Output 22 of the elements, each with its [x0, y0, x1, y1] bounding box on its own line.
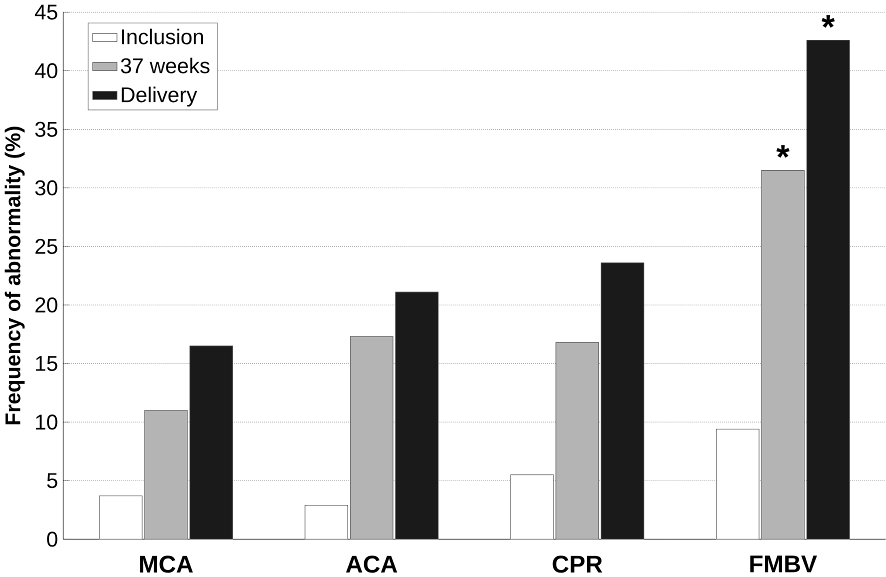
bar: [99, 495, 142, 540]
y-tick-label: 25: [35, 238, 58, 254]
x-tick-label: CPR: [552, 555, 602, 573]
y-tick-label: 5: [47, 472, 58, 488]
y-tick-label: 15: [36, 356, 58, 371]
y-tick-label: 10: [36, 414, 58, 430]
x-tick-label: MCA: [140, 555, 193, 573]
x-tick-label: FMBV: [750, 555, 818, 572]
legend-label: Inclusion: [122, 28, 203, 44]
legend-label: 37 weeks: [120, 57, 210, 74]
x-tick-label: ACA: [346, 555, 398, 573]
y-tick-label: 40: [34, 62, 58, 78]
annotation: *: [776, 144, 790, 158]
legend-label: Delivery: [122, 86, 198, 106]
y-tick-label: 45: [34, 4, 58, 20]
y-tick-label: 20: [35, 297, 58, 312]
y-tick-label: 0: [47, 531, 58, 547]
y-axis-title: Frequency of abnormality (%): [4, 126, 25, 424]
annotation: *: [822, 14, 835, 28]
y-tick-label: 30: [35, 180, 58, 196]
y-tick-label: 35: [35, 122, 58, 137]
bar: [304, 504, 348, 540]
